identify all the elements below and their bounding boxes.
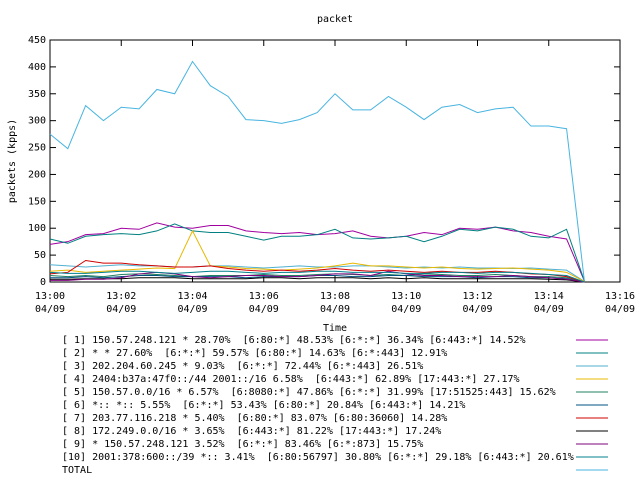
series-line	[49, 259, 585, 283]
legend-label: [ 7] 203.77.116.218 * 5.40% [6:80:*] 83.…	[62, 413, 447, 424]
legend-label: [ 5] 150.57.0.0/16 * 6.57% [6:8080:*] 47…	[62, 387, 556, 398]
legend-label: [ 2] * * 27.60% [6:*:*] 59.57% [6:80:*] …	[62, 348, 447, 359]
legend-label: [10] 2001:378:600::/39 *:: 3.41% [6:80:5…	[62, 452, 574, 463]
series-line	[50, 270, 585, 283]
y-tick-label: 0	[40, 277, 46, 288]
x-tick-date: 04/09	[605, 304, 635, 315]
series-line	[49, 60, 585, 281]
legend-label: [ 9] * 150.57.248.121 3.52% [6:*:*] 83.4…	[62, 439, 423, 450]
x-tick-label: 13:02	[106, 291, 136, 302]
x-tick-label: 13:00	[35, 291, 65, 302]
legend-label: TOTAL	[62, 465, 92, 476]
y-tick-label: 250	[28, 143, 46, 154]
y-tick-label: 350	[28, 89, 46, 100]
legend-label: [ 3] 202.204.60.245 * 9.03% [6:*:*] 72.4…	[62, 361, 423, 372]
legend-label: [ 6] *:: *:: 5.55% [6:*:*] 53.43% [6:80:…	[62, 400, 465, 411]
legend-label: [ 1] 150.57.248.121 * 28.70% [6:80:*] 48…	[62, 335, 526, 346]
chart-title: packet	[317, 14, 353, 25]
x-axis-label: Time	[323, 323, 347, 334]
y-tick-label: 300	[28, 116, 46, 127]
series-line	[50, 277, 585, 283]
y-tick-label: 450	[28, 35, 46, 46]
x-tick-date: 04/09	[106, 304, 136, 315]
x-tick-label: 13:12	[462, 291, 492, 302]
x-tick-date: 04/09	[462, 304, 492, 315]
y-tick-label: 400	[28, 62, 46, 73]
x-tick-date: 04/09	[249, 304, 279, 315]
x-tick-date: 04/09	[35, 304, 65, 315]
series-line	[49, 229, 585, 282]
legend-label: [ 8] 172.249.0.0/16 * 3.65% [6:443:*] 81…	[62, 426, 441, 437]
legend-label: [ 4] 2404:b37a:47f0::/44 2001::/16 6.58%…	[62, 374, 520, 385]
x-tick-label: 13:14	[534, 291, 564, 302]
y-tick-label: 50	[34, 250, 46, 261]
y-tick-label: 100	[28, 223, 46, 234]
y-axis-label: packets (kpps)	[7, 119, 18, 203]
series-line	[49, 223, 585, 282]
x-tick-label: 13:08	[320, 291, 350, 302]
y-tick-label: 150	[28, 196, 46, 207]
x-tick-label: 13:04	[177, 291, 207, 302]
series-line	[49, 270, 585, 283]
series-line	[49, 264, 585, 282]
y-tick-label: 200	[28, 169, 46, 180]
x-tick-label: 13:06	[249, 291, 279, 302]
x-tick-date: 04/09	[320, 304, 350, 315]
x-tick-date: 04/09	[177, 304, 207, 315]
x-tick-label: 13:16	[605, 291, 635, 302]
x-tick-date: 04/09	[391, 304, 421, 315]
x-tick-date: 04/09	[534, 304, 564, 315]
x-tick-label: 13:10	[391, 291, 421, 302]
